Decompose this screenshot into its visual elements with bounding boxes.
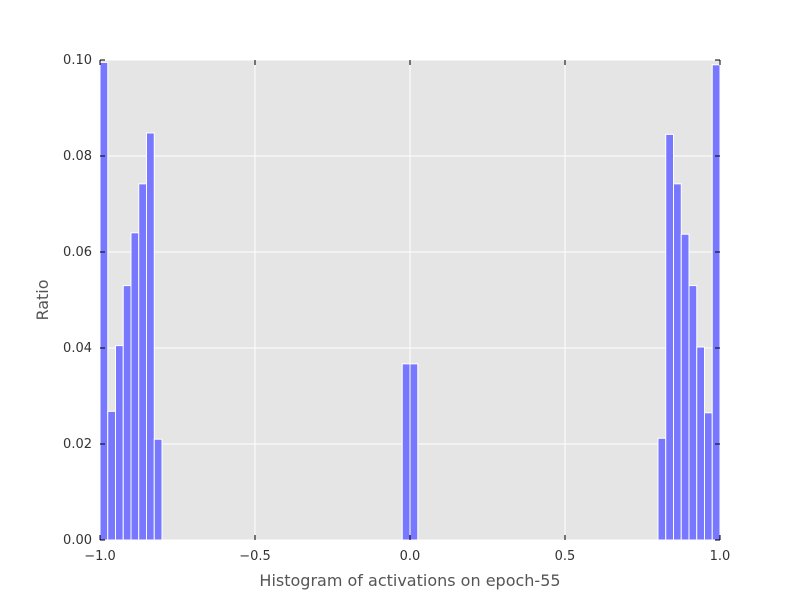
histogram-bar [146, 132, 155, 541]
y-tick-label: 0.10 [63, 53, 92, 68]
histogram-bar [657, 437, 667, 541]
histogram-bar [688, 285, 698, 541]
histogram-bar [680, 233, 690, 541]
y-tick-label: 0.06 [63, 245, 92, 260]
histogram-bar [409, 363, 419, 541]
y-tick-label: 0.08 [63, 149, 92, 164]
histogram-bar [673, 183, 682, 541]
y-tick-label: 0.02 [63, 437, 92, 452]
histogram-bar [711, 64, 721, 541]
axis-ticks [99, 59, 721, 541]
histogram-bars [99, 61, 721, 541]
histogram-bar [401, 363, 411, 541]
histogram-bar [130, 232, 140, 541]
histogram-bar [704, 412, 713, 541]
histogram-bar [138, 183, 147, 541]
histogram-bar [115, 345, 124, 541]
histogram-bar [122, 285, 132, 541]
x-tick-label: 1.0 [710, 549, 731, 564]
x-tick-label: 0.5 [555, 549, 576, 564]
y-tick-label: 0.04 [63, 341, 92, 356]
histogram-bar [153, 438, 163, 541]
x-tick-label: 0.0 [400, 549, 421, 564]
histogram-bar [696, 346, 705, 541]
histogram-bar [665, 133, 674, 541]
x-tick-label: −1.0 [84, 549, 116, 564]
y-tick-label: 0.00 [63, 533, 92, 548]
tick-labels: −1.0 −0.5 0.0 0.5 1.0 0.00 0.02 0.04 0.06 0.08 0.1… [63, 53, 730, 564]
x-tick-label: −0.5 [239, 549, 271, 564]
histogram-bar [107, 410, 116, 541]
y-axis-label: Ratio [33, 279, 52, 320]
x-axis-label: Histogram of activations on epoch-55 [259, 571, 560, 590]
histogram-bar [99, 61, 109, 541]
